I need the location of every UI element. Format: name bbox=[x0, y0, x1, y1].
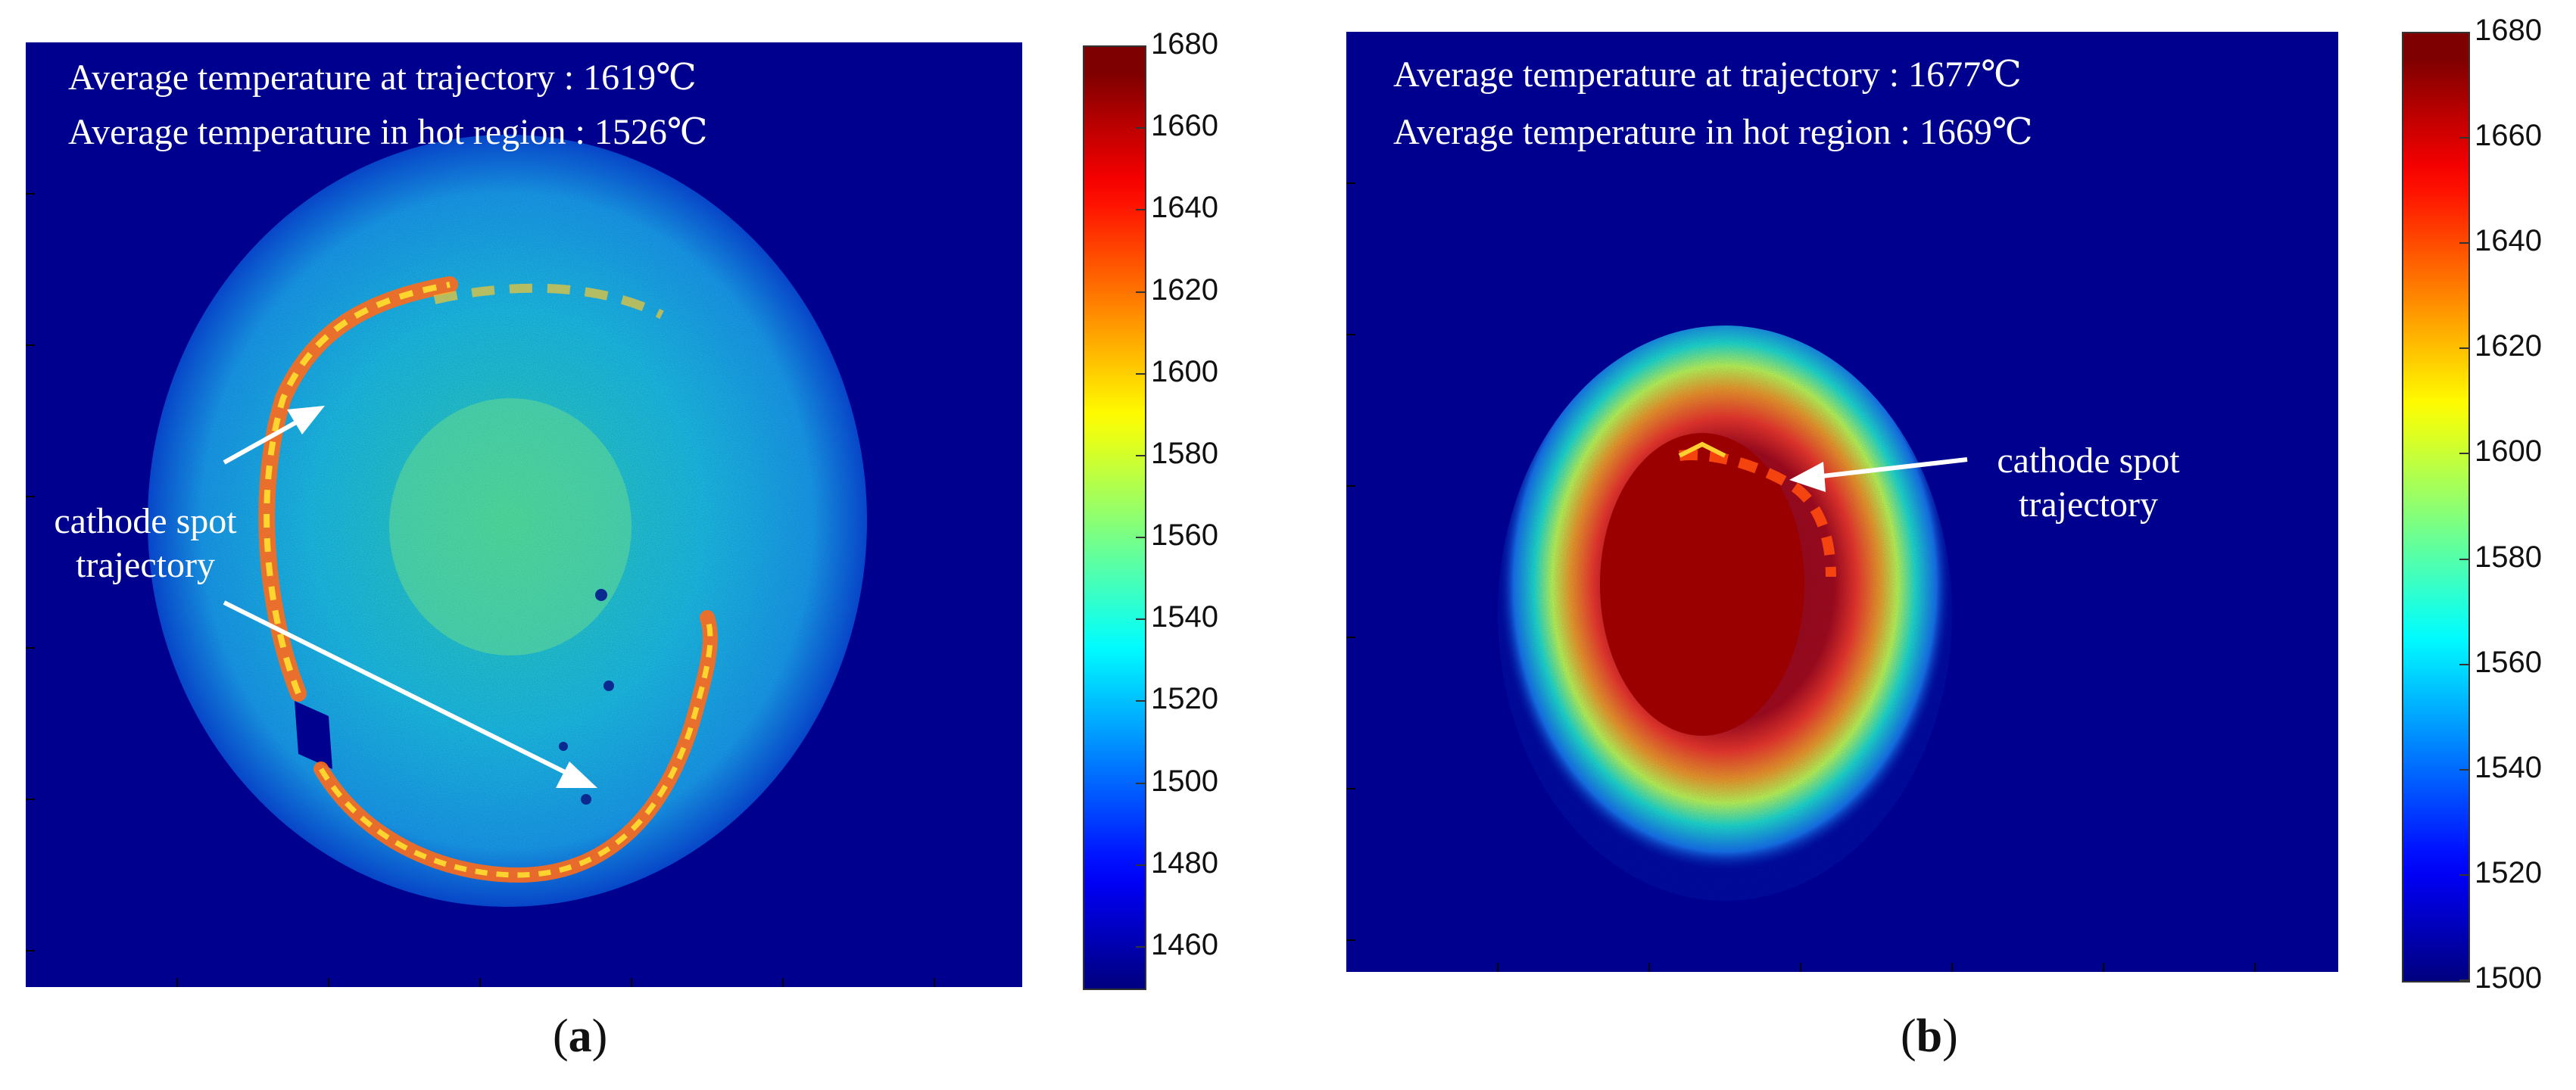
avg-trajectory-text-a: Average temperature at trajectory : 1619… bbox=[68, 58, 697, 98]
colorbar-a-tick bbox=[1136, 864, 1145, 866]
colorbar-b-tick bbox=[2459, 453, 2468, 455]
colorbar-a-label: 1520 bbox=[1151, 682, 1218, 716]
caption-a-open: ( bbox=[553, 1011, 569, 1062]
avg-trajectory-text-b: Average temperature at trajectory : 1677… bbox=[1393, 54, 2022, 95]
avg-hot-region-text-b: Average temperature in hot region : 1669… bbox=[1393, 112, 2033, 152]
colorbar-a-tick bbox=[1136, 782, 1145, 784]
colorbar-b-tick bbox=[2459, 768, 2468, 771]
annotation-line1-a: cathode spot bbox=[54, 501, 237, 541]
cathode-spot-label-a: cathode spot trajectory bbox=[32, 500, 259, 587]
colorbar-b-label: 1540 bbox=[2475, 750, 2542, 784]
colorbar-b-label: 1520 bbox=[2475, 855, 2542, 889]
colorbar-a-label: 1500 bbox=[1151, 764, 1218, 798]
colorbar-a-tick bbox=[1136, 537, 1145, 539]
caption-a-close: ) bbox=[591, 1011, 608, 1062]
colorbar-a-tick bbox=[1136, 700, 1145, 702]
colorbar-a-label: 1660 bbox=[1151, 109, 1218, 143]
colorbar-b-label: 1620 bbox=[2475, 329, 2542, 363]
cathode-spot-label-b: cathode spot trajectory bbox=[1967, 439, 2210, 527]
colorbar-b-tick bbox=[2459, 663, 2468, 665]
colorbar-b-label: 1560 bbox=[2475, 645, 2542, 679]
colorbar-a-tick bbox=[1136, 291, 1145, 293]
colorbar-b-label: 1660 bbox=[2475, 119, 2542, 153]
colorbar-b-label: 1500 bbox=[2475, 961, 2542, 995]
colorbar-a-label: 1580 bbox=[1151, 436, 1218, 470]
colorbar-b-tick bbox=[2459, 242, 2468, 244]
colorbar-a-label: 1680 bbox=[1151, 27, 1218, 61]
colorbar-a-tick bbox=[1136, 45, 1145, 47]
colorbar-b bbox=[2402, 32, 2470, 983]
annotation-line2-b: trajectory bbox=[2019, 484, 2158, 525]
caption-a: (a) bbox=[553, 1010, 607, 1064]
thermal-image-a: Average temperature at trajectory : 1619… bbox=[26, 42, 1022, 987]
colorbar-b-tick bbox=[2459, 874, 2468, 876]
colorbar-b-label: 1600 bbox=[2475, 434, 2542, 469]
colorbar-a-tick bbox=[1136, 945, 1145, 948]
colorbar-a-label: 1460 bbox=[1151, 927, 1218, 961]
colorbar-a bbox=[1083, 45, 1146, 990]
colorbar-a-tick bbox=[1136, 454, 1145, 456]
hot-core bbox=[1600, 433, 1804, 736]
caption-b-close: ) bbox=[1942, 1011, 1958, 1062]
annotation-line1-b: cathode spot bbox=[1997, 441, 2180, 481]
colorbar-a-label: 1620 bbox=[1151, 272, 1218, 307]
colorbar-a-tick bbox=[1136, 127, 1145, 129]
thermal-image-b: Average temperature at trajectory : 1677… bbox=[1346, 32, 2338, 972]
colorbar-a-label: 1640 bbox=[1151, 191, 1218, 225]
colorbar-b-tick bbox=[2459, 347, 2468, 350]
colorbar-b-label: 1680 bbox=[2475, 14, 2542, 47]
colorbar-a-tick bbox=[1136, 209, 1145, 211]
caption-b-open: ( bbox=[1901, 1011, 1916, 1062]
colorbar-a-label: 1480 bbox=[1151, 846, 1218, 880]
colorbar-b-label: 1580 bbox=[2475, 540, 2542, 574]
colorbar-a-label: 1560 bbox=[1151, 519, 1218, 553]
arrow-b bbox=[1815, 457, 1968, 479]
caption-a-letter: a bbox=[568, 1011, 592, 1062]
annotation-line2-a: trajectory bbox=[76, 545, 215, 585]
colorbar-b-label: 1640 bbox=[2475, 224, 2542, 258]
thermal-field-b bbox=[1346, 182, 2256, 972]
colorbar-b-tick bbox=[2459, 137, 2468, 139]
colorbar-a-tick bbox=[1136, 372, 1145, 375]
arrow-lower bbox=[223, 600, 572, 777]
caption-b: (b) bbox=[1901, 1010, 1958, 1064]
colorbar-b-tick bbox=[2459, 558, 2468, 560]
thermal-field-a bbox=[26, 135, 935, 987]
colorbar-b-tick bbox=[2459, 32, 2468, 33]
colorbar-a-label: 1540 bbox=[1151, 600, 1218, 634]
caption-b-letter: b bbox=[1916, 1011, 1943, 1062]
colorbar-a-label: 1600 bbox=[1151, 354, 1218, 388]
colorbar-b-tick bbox=[2459, 979, 2468, 981]
colorbar-a-tick bbox=[1136, 618, 1145, 621]
trajectory-arc-b bbox=[1679, 450, 1836, 578]
avg-hot-region-text-a: Average temperature in hot region : 1526… bbox=[68, 112, 708, 152]
